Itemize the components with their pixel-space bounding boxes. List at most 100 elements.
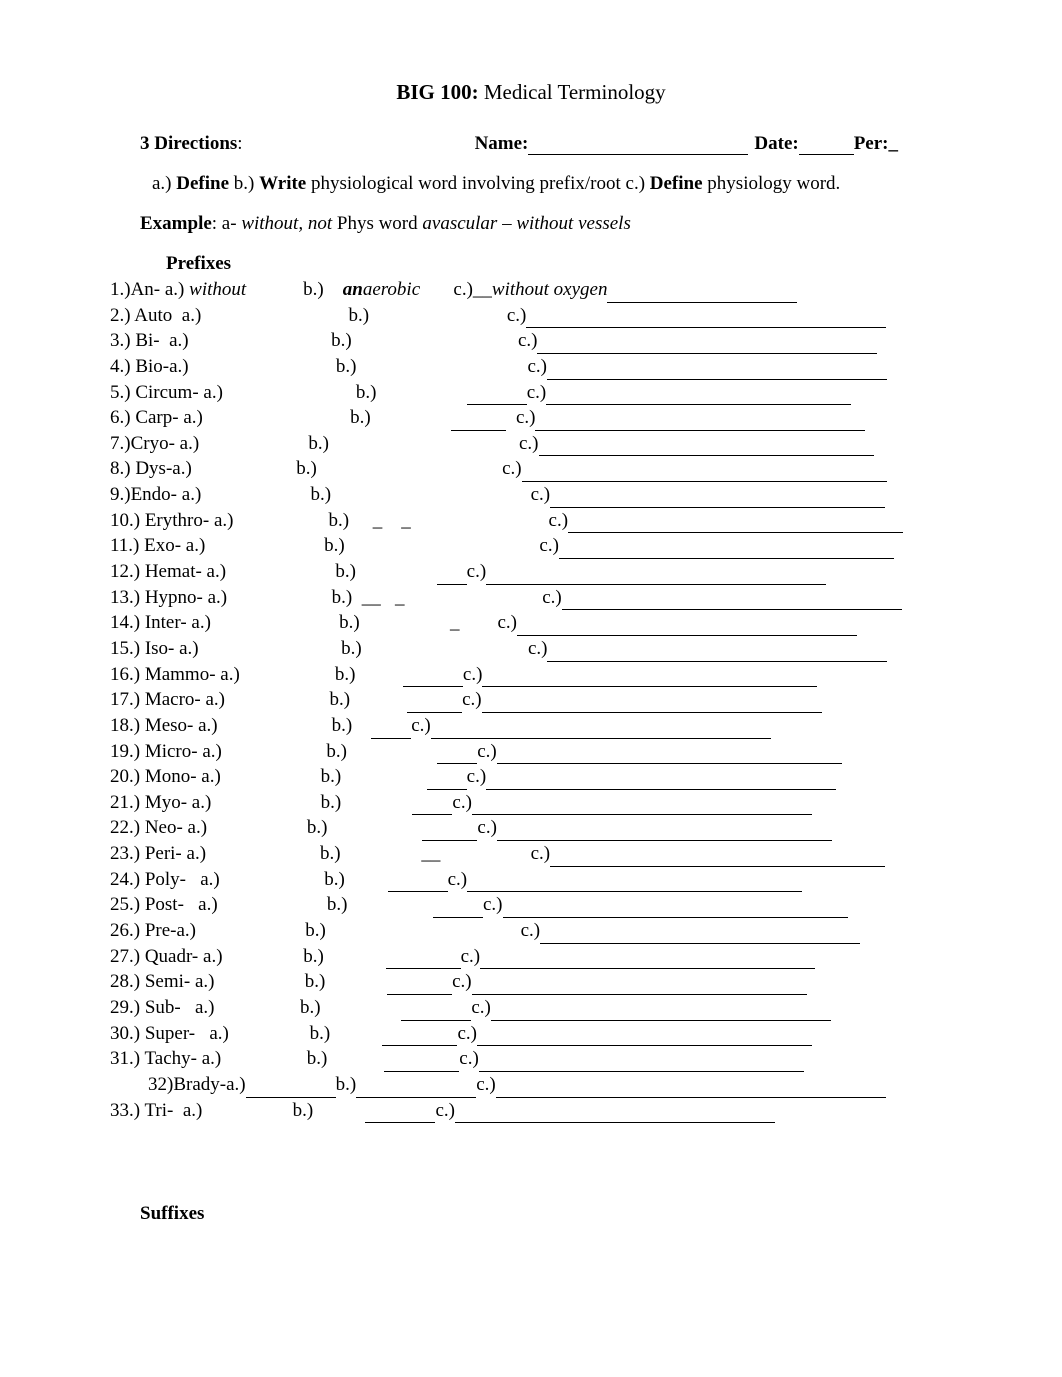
header-row: 3 Directions: Name: Date: Per:_ (110, 133, 952, 155)
answer-line[interactable] (482, 693, 822, 713)
answer-line[interactable] (517, 616, 857, 636)
blank-line[interactable] (403, 667, 463, 687)
answer-line[interactable] (562, 590, 902, 610)
col-b: b.) anaerobic (303, 277, 453, 303)
col-a: 19.) Micro- a.) (110, 739, 326, 765)
col-b: b.) (324, 867, 387, 893)
col-c: c.) (549, 508, 569, 534)
date-input-line[interactable] (799, 133, 854, 155)
blank-line[interactable] (433, 898, 483, 918)
blank-line[interactable] (427, 770, 467, 790)
answer-line[interactable] (497, 744, 842, 764)
answer-line[interactable] (550, 847, 885, 867)
blank-line[interactable] (412, 795, 452, 815)
answer-line[interactable] (486, 770, 836, 790)
col-c: c.) (497, 610, 517, 636)
blank-line[interactable] (384, 1052, 459, 1072)
answer-line[interactable] (607, 283, 797, 303)
answer-line[interactable] (547, 642, 887, 662)
col-b: b.) (332, 713, 372, 739)
prefix-row: 13.) Hypno- a.) b.) __ _ c.) (110, 585, 952, 611)
blank-line[interactable] (437, 744, 477, 764)
blank-line[interactable] (365, 1103, 435, 1123)
col-b: b.) _ _ (328, 508, 548, 534)
answer-line[interactable] (547, 360, 887, 380)
date-label: Date: (754, 133, 798, 155)
col-b: b.) (327, 892, 433, 918)
col-b: b.) (307, 815, 423, 841)
answer-line[interactable] (467, 872, 802, 892)
blank-line[interactable] (437, 565, 467, 585)
answer-line[interactable] (526, 308, 886, 328)
blank-line[interactable] (401, 1001, 471, 1021)
page-title: BIG 100: Medical Terminology (110, 80, 952, 105)
answer-line[interactable] (559, 539, 894, 559)
instructions: a.) Define b.) Write physiological word … (152, 173, 952, 195)
answer-line[interactable] (537, 334, 877, 354)
answer-line[interactable] (472, 975, 807, 995)
blank-line[interactable] (246, 1078, 336, 1098)
answer-line[interactable] (568, 513, 903, 533)
col-c: c.) (452, 790, 472, 816)
col-b: b.) (326, 739, 437, 765)
prefix-row: 19.) Micro- a.) b.) c.) (110, 739, 952, 765)
blank-line[interactable] (386, 949, 461, 969)
col-a: 31.) Tachy- a.) (110, 1046, 307, 1072)
per-label: Per:_ (854, 133, 898, 155)
answer-line[interactable] (482, 667, 817, 687)
prefix-row: 28.) Semi- a.) b.) c.) (110, 969, 952, 995)
col-a: 11.) Exo- a.) (110, 533, 324, 559)
col-c: c.) (457, 1021, 477, 1047)
blank-line[interactable] (356, 1078, 476, 1098)
col-a: 30.) Super- a.) (110, 1021, 310, 1047)
prefix-row: 14.) Inter- a.) b.) _ c.) (110, 610, 952, 636)
name-input-line[interactable] (528, 133, 748, 155)
col-a: 29.) Sub- a.) (110, 995, 300, 1021)
col-c: c.)__without oxygen (453, 277, 607, 303)
answer-line[interactable] (522, 462, 887, 482)
col-a: 26.) Pre-a.) (110, 918, 305, 944)
blank-line[interactable] (422, 821, 477, 841)
answer-line[interactable] (550, 488, 885, 508)
blank-line[interactable] (407, 693, 462, 713)
blank-line[interactable] (371, 719, 411, 739)
answer-line[interactable] (455, 1103, 775, 1123)
prefix-row: 20.) Mono- a.) b.) c.) (110, 764, 952, 790)
answer-line[interactable] (472, 795, 812, 815)
answer-line[interactable] (546, 385, 851, 405)
answer-line[interactable] (479, 1052, 804, 1072)
answer-line[interactable] (477, 1026, 812, 1046)
answer-line[interactable] (486, 565, 826, 585)
answer-line[interactable] (496, 1078, 886, 1098)
col-b: b.) (330, 687, 408, 713)
title-rest: Medical Terminology (479, 80, 666, 104)
col-b: b.) (305, 918, 520, 944)
col-c: c.) (531, 482, 551, 508)
answer-line[interactable] (539, 436, 874, 456)
col-a: 28.) Semi- a.) (110, 969, 305, 995)
col-b: b.) (311, 482, 531, 508)
answer-line[interactable] (503, 898, 848, 918)
col-a: 32)Brady-a.) (110, 1072, 246, 1098)
answer-line[interactable] (480, 949, 815, 969)
blank-line[interactable] (387, 975, 452, 995)
answer-line[interactable] (491, 1001, 831, 1021)
blank-line[interactable] (467, 385, 527, 405)
answer-line[interactable] (431, 719, 771, 739)
blank-line[interactable] (382, 1026, 457, 1046)
answer-line[interactable] (535, 411, 865, 431)
blank-line[interactable] (451, 411, 506, 431)
col-c: c.) (521, 918, 541, 944)
col-b: b.) (303, 944, 385, 970)
col-b: b.) (331, 328, 518, 354)
prefix-row: 9.)Endo- a.) b.) c.) (110, 482, 952, 508)
directions-label: 3 Directions: (140, 133, 243, 155)
col-b: b.) (321, 790, 413, 816)
col-c: c.) (483, 892, 503, 918)
answer-line[interactable] (497, 821, 832, 841)
col-c: c.) (467, 559, 487, 585)
answer-line[interactable] (540, 924, 860, 944)
col-a: 18.) Meso- a.) (110, 713, 332, 739)
prefix-row: 31.) Tachy- a.) b.) c.) (110, 1046, 952, 1072)
blank-line[interactable] (388, 872, 448, 892)
